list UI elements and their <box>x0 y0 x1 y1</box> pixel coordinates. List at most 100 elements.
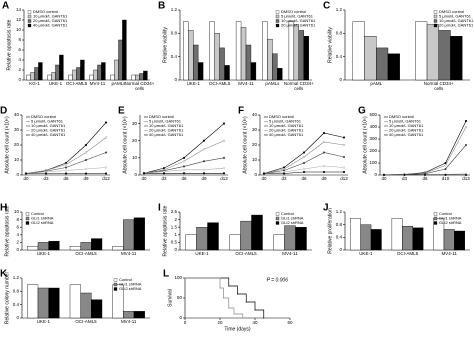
bar <box>229 234 241 251</box>
panel-label: D <box>0 106 7 117</box>
bar <box>76 67 81 81</box>
panel-label: L <box>163 269 169 280</box>
bar <box>93 69 98 81</box>
point <box>342 166 346 169</box>
bar <box>48 241 60 251</box>
bar <box>352 21 365 81</box>
bar <box>192 44 199 81</box>
point <box>302 151 306 154</box>
panel-label: E <box>118 106 125 117</box>
event <box>219 287 221 289</box>
point <box>104 121 108 124</box>
point <box>444 167 447 171</box>
y-tick-label: 0.8 <box>336 222 343 227</box>
legend-label: 5 μmol/L GANT61 <box>31 119 64 124</box>
x-tick-label: d12 <box>220 176 228 181</box>
bar <box>196 226 208 251</box>
y-tick-label: 10 <box>252 157 258 162</box>
bar <box>262 21 268 81</box>
bar <box>426 24 439 81</box>
x-tick-label: OCI-AML5 <box>397 251 419 256</box>
y-tick-label: 0 <box>254 172 257 177</box>
x-tick-label: pAML <box>370 81 382 86</box>
point <box>342 143 346 147</box>
legend-label: 10 μmol/L GANT61 <box>31 123 66 128</box>
legend-swatch <box>275 23 280 28</box>
y-tick-label: 10 <box>14 209 20 214</box>
legend-swatch <box>113 282 118 287</box>
bar <box>48 287 60 319</box>
legend-swatch <box>433 221 438 225</box>
point <box>222 122 226 125</box>
legend-label: Control <box>119 277 132 282</box>
y-tick-label: 2 <box>174 217 177 222</box>
x-tick-label: OCI-AML5 <box>66 81 88 86</box>
legend-swatch <box>433 216 438 221</box>
point <box>24 172 28 175</box>
bar <box>370 229 382 251</box>
bar <box>133 217 145 251</box>
point <box>84 172 88 175</box>
point <box>84 158 88 162</box>
x-tick-label: d0 <box>261 176 267 181</box>
y-tick-label: 100 <box>174 275 182 280</box>
x-tick-label: MV4-11 <box>238 81 254 86</box>
y-axis-label: Absolute cell count (×10⁶) <box>362 116 368 174</box>
x-tick-label: d13 <box>462 176 470 181</box>
event <box>254 309 256 311</box>
panel-label: A <box>2 1 9 12</box>
y-tick-label: 12 <box>16 17 22 22</box>
point <box>444 164 447 167</box>
legend-label: 20 μmol/L GANT61 <box>269 128 304 133</box>
y-axis-label: Relative apoptosis rate <box>4 205 10 256</box>
bar <box>27 284 39 319</box>
y-tick-label: 20 <box>132 138 138 143</box>
point <box>202 172 206 175</box>
legend-label: 10 μmol/L GANT61 <box>281 18 316 23</box>
x-tick-label: Normal CD34+ cells <box>125 81 155 91</box>
point <box>64 166 68 169</box>
y-tick-label: 0.8 <box>13 289 20 294</box>
y-tick-label: 40 <box>14 112 20 117</box>
bar <box>101 62 106 81</box>
point <box>444 173 447 176</box>
bar <box>364 36 377 81</box>
point <box>262 172 266 175</box>
y-tick-label: 500 <box>369 112 377 117</box>
x-tick-label: d0 <box>23 176 29 181</box>
point <box>182 160 186 163</box>
point <box>64 169 68 172</box>
legend-label: GLI1 shRNA <box>281 216 304 221</box>
y-axis-label: Absolute cell count (×10⁶) <box>4 116 10 174</box>
x-tick-label: KG-1 <box>29 81 40 86</box>
bar <box>288 21 295 81</box>
panel-label: I <box>158 203 161 214</box>
bar <box>34 67 39 81</box>
legend-swatch <box>433 14 438 19</box>
legend-swatch <box>25 216 30 221</box>
legend-label: 10 μmol/L GANT61 <box>149 123 184 128</box>
y-axis-label: Relative viability <box>327 27 333 63</box>
y-tick-label: 4 <box>16 232 19 237</box>
point <box>182 168 186 171</box>
x-tick-label: d6 <box>63 176 69 181</box>
event <box>245 301 247 303</box>
point <box>202 148 206 151</box>
legend-swatch <box>275 216 280 221</box>
y-tick-label: 10 <box>16 27 22 32</box>
x-tick-label: d9 <box>321 176 327 181</box>
legend-label: GLI1 shRNA <box>119 282 142 287</box>
y-tick-label: 200 <box>369 148 377 153</box>
point <box>282 172 286 175</box>
bar <box>245 44 252 81</box>
bar <box>240 27 247 81</box>
legend-label: Control <box>31 211 44 216</box>
y-tick-label: 2 <box>16 240 19 245</box>
legend-label: 20 μmol/L GANT61 <box>149 128 184 133</box>
y-axis-label: Absolute cell count (×10⁶) <box>122 116 128 174</box>
point <box>464 173 468 176</box>
x-tick-label: d12 <box>340 176 348 181</box>
y-tick-label: 1.2 <box>13 275 20 280</box>
y-tick-label: 0 <box>174 247 177 252</box>
bar <box>277 68 283 81</box>
